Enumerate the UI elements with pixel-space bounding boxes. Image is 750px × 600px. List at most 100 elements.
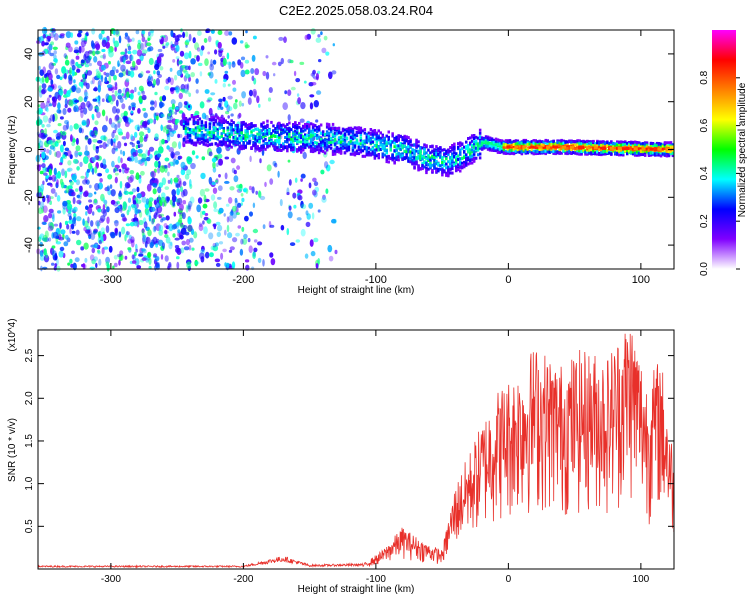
spectrogram-y-axis-label: Frequency (Hz) xyxy=(7,116,18,185)
spectrogram-cell xyxy=(407,136,410,140)
spectrogram-cell xyxy=(214,179,218,183)
spectrogram-cell xyxy=(108,60,111,65)
spectrogram-cell xyxy=(655,141,659,145)
spectrogram-cell xyxy=(451,164,454,168)
spectrogram-cell xyxy=(295,78,301,83)
spectrogram-cell xyxy=(608,143,611,147)
spectrogram-cell xyxy=(588,141,591,145)
spectrogram-cell xyxy=(118,72,124,78)
spectrogram-cell xyxy=(73,213,77,218)
spectrogram-cell xyxy=(39,201,45,209)
spectrogram-cell xyxy=(317,135,321,139)
spectrogram-cell xyxy=(278,137,281,141)
spectrogram-cell xyxy=(238,112,242,118)
spectrogram-cell xyxy=(231,205,237,212)
spectrogram-cell xyxy=(367,138,371,142)
spectrogram-cell xyxy=(249,155,252,162)
spectrogram-cell xyxy=(82,78,87,83)
spectrogram-cell xyxy=(286,127,289,131)
spectrogram-cell xyxy=(331,152,335,156)
spectrogram-cell xyxy=(472,142,476,146)
spectrogram-cell xyxy=(606,149,609,153)
spectrogram-cell xyxy=(335,148,339,152)
spectrogram-cell xyxy=(345,127,349,131)
spectrogram-cell xyxy=(558,144,561,148)
spectrogram-cell xyxy=(234,143,237,146)
spectrogram-cell xyxy=(41,76,45,83)
spectrogram-cell xyxy=(339,139,343,143)
spectrogram-cell xyxy=(122,150,126,157)
spectrogram-cell xyxy=(349,135,353,139)
snr-y-axis-label: SNR (10 * v/v) xyxy=(7,418,18,482)
spectrogram-cell xyxy=(325,130,329,134)
spectrogram-cell xyxy=(544,145,547,149)
y-tick-label: 0.5 xyxy=(24,519,35,533)
spectrogram-cell xyxy=(584,145,587,148)
spectrogram-cell xyxy=(351,149,355,153)
spectrogram-cell xyxy=(150,206,156,212)
spectrogram-cell xyxy=(445,152,448,155)
snr-x-axis-label: Height of straight line (km) xyxy=(298,584,415,595)
spectrogram-cell xyxy=(74,40,79,45)
spectrogram-cell xyxy=(574,147,577,151)
spectrogram-cell xyxy=(590,148,593,152)
spectrogram-cell xyxy=(141,49,148,54)
spectrogram-cell xyxy=(508,140,512,144)
spectrogram-cell xyxy=(669,151,673,155)
spectrogram-cell xyxy=(136,186,140,193)
spectrogram-cell xyxy=(596,152,599,156)
spectrogram-cell xyxy=(260,148,263,152)
spectrogram-cell xyxy=(359,130,363,134)
spectrogram-cell xyxy=(192,132,196,136)
spectrogram-cell xyxy=(79,45,85,53)
spectrogram-cell xyxy=(377,136,380,140)
spectrogram-cell xyxy=(359,138,363,142)
spectrogram-cell xyxy=(148,146,155,152)
spectrogram-cell xyxy=(83,107,88,115)
spectrogram-cell xyxy=(488,147,492,151)
spectrogram-cell xyxy=(102,53,107,60)
spectrogram-cell xyxy=(141,196,147,203)
spectrogram-cell xyxy=(453,151,456,155)
spectrogram-cell xyxy=(395,139,398,143)
spectrogram-cell xyxy=(470,148,474,152)
spectrogram-cell xyxy=(357,152,361,156)
spectrogram-cell xyxy=(83,79,88,87)
spectrogram-cell xyxy=(250,122,253,126)
spectrogram-cell xyxy=(158,53,164,57)
spectrogram-cell xyxy=(217,41,222,49)
spectrogram-cell xyxy=(312,189,317,196)
spectrogram-cell xyxy=(317,34,321,38)
spectrogram-cell xyxy=(304,34,309,41)
spectrogram-cell xyxy=(319,147,323,150)
spectrogram-cell xyxy=(345,129,349,133)
spectrogram-cell xyxy=(558,139,561,143)
spectrogram-cell xyxy=(578,149,581,152)
spectrogram-cell xyxy=(320,169,325,175)
spectrogram-cell xyxy=(624,145,627,149)
spectrogram-cell xyxy=(524,150,528,154)
spectrogram-cell xyxy=(48,62,54,70)
spectrogram-cell xyxy=(38,133,44,138)
spectrogram-cell xyxy=(113,74,117,81)
spectrogram-cell xyxy=(213,225,216,230)
spectrogram-cell xyxy=(214,79,218,84)
spectrogram-cell xyxy=(206,218,212,225)
spectrogram-cell xyxy=(333,142,337,146)
spectrogram-cell xyxy=(240,138,243,142)
spectrogram-cell xyxy=(90,220,94,227)
spectrogram-cell xyxy=(290,146,293,150)
spectrogram-cell xyxy=(417,144,420,148)
spectrogram-cell xyxy=(538,150,541,154)
spectrogram-cell xyxy=(596,150,599,154)
spectrogram-cell xyxy=(576,143,579,147)
spectrogram-cell xyxy=(186,140,190,144)
spectrogram-cell xyxy=(253,247,258,253)
spectrogram-cell xyxy=(93,105,99,109)
spectrogram-cell xyxy=(186,122,190,126)
spectrogram-cell xyxy=(524,140,528,144)
spectrogram-cell xyxy=(203,226,208,235)
spectrogram-cell xyxy=(272,134,275,138)
spectrogram-cell xyxy=(86,168,91,173)
spectrogram-cell xyxy=(240,145,243,148)
